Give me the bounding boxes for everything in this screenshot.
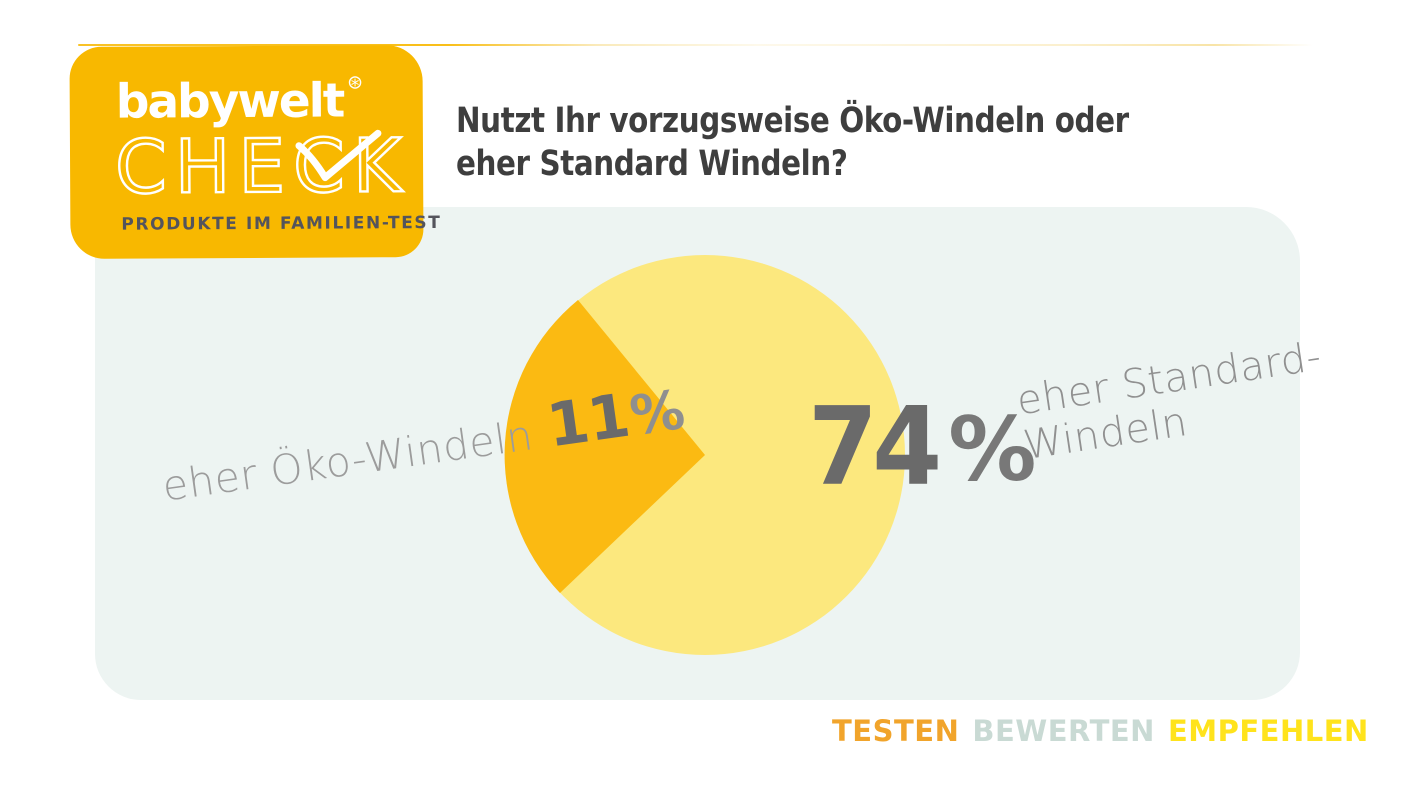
question-title: Nutzt Ihr vorzugsweise Öko-Windeln oder … (456, 100, 1129, 186)
babywelt-check-logo: babywelt ⊛ CHECK PRODUKTE IM FAMILIEN-TES… (69, 45, 441, 259)
standard-value-number: 74 (808, 385, 942, 510)
pie-chart (504, 255, 905, 655)
logo-tagline: PRODUKTE IM FAMILIEN-TEST (121, 212, 442, 235)
oeko-value-number: 11 (542, 380, 634, 462)
decorative-top-line (78, 44, 1313, 46)
claim-word-empfehlen: EMPFEHLEN (1167, 714, 1369, 748)
oeko-percent-sign: % (626, 377, 689, 448)
title-line-1: Nutzt Ihr vorzugsweise Öko-Windeln oder (456, 101, 1129, 141)
brand-row: babywelt ⊛ (116, 71, 364, 129)
claim-footer: TESTEN BEWERTEN EMPFEHLEN (832, 714, 1369, 748)
claim-word-testen: TESTEN (832, 714, 960, 748)
standard-percent-sign: % (948, 398, 1037, 501)
standard-value: 74% (808, 394, 1036, 502)
claim-word-bewerten: BEWERTEN (972, 714, 1155, 748)
brand-name: babywelt (115, 73, 344, 130)
registered-mark-icon: ⊛ (347, 71, 364, 94)
pie-slice-oeko (504, 300, 705, 593)
check-word: CHECK (114, 122, 411, 212)
title-line-2: eher Standard Windeln? (456, 144, 848, 184)
